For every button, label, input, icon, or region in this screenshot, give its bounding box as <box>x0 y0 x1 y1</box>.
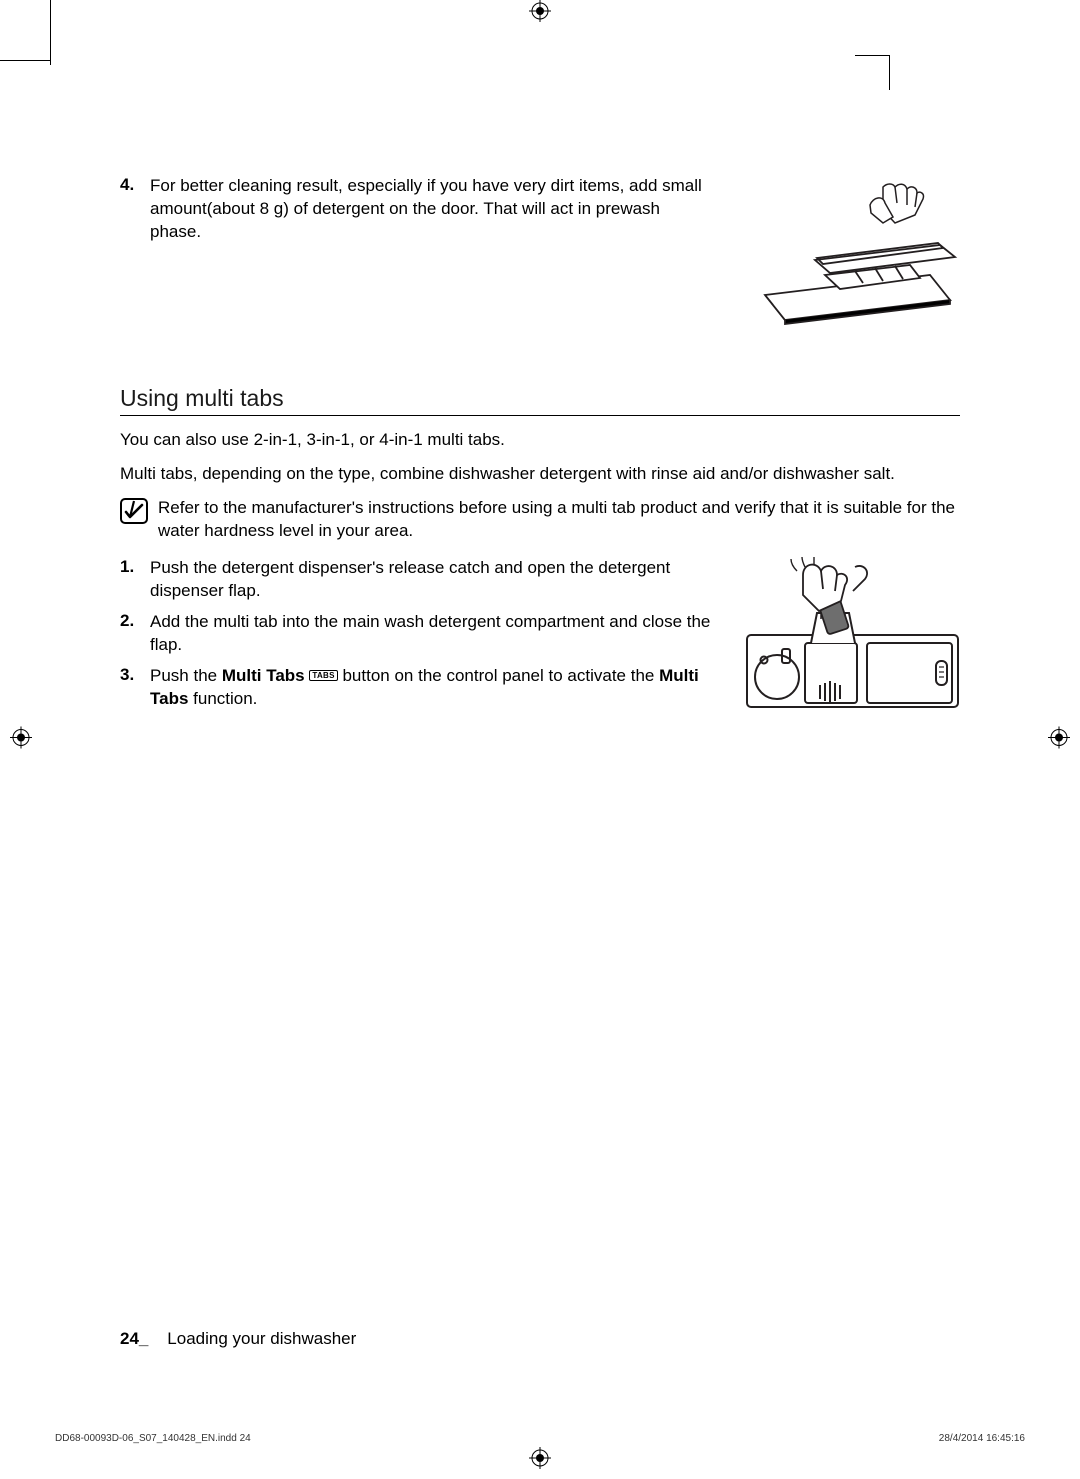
steps-row: 1. Push the detergent dispenser's releas… <box>120 557 960 719</box>
step-number: 2. <box>120 611 138 657</box>
step-item: 1. Push the detergent dispenser's releas… <box>120 557 715 603</box>
step-number: 3. <box>120 665 138 711</box>
step3-pre: Push the <box>150 666 222 685</box>
intro-paragraph-2: Multi tabs, depending on the type, combi… <box>120 462 960 486</box>
step-item: 3. Push the Multi Tabs TABS button on th… <box>120 665 715 711</box>
step-number: 4. <box>120 175 138 325</box>
dispenser-figure <box>745 557 960 712</box>
intro-paragraph-1: You can also use 2-in-1, 3-in-1, or 4-in… <box>120 428 960 452</box>
note-row: Refer to the manufacturer's instructions… <box>120 496 960 544</box>
step-body: Push the Multi Tabs TABS button on the c… <box>150 665 715 711</box>
registration-mark-icon <box>529 0 551 27</box>
step-number: 1. <box>120 557 138 603</box>
note-text: Refer to the manufacturer's instructions… <box>158 496 960 544</box>
print-timestamp: 28/4/2014 16:45:16 <box>939 1433 1025 1444</box>
step-body: Add the multi tab into the main wash det… <box>150 611 715 657</box>
step-body: Push the detergent dispenser's release c… <box>150 557 715 603</box>
step-item: 2. Add the multi tab into the main wash … <box>120 611 715 657</box>
tabs-button-icon: TABS <box>309 670 337 682</box>
registration-mark-icon <box>1048 726 1070 753</box>
step3-mid: button on the control panel to activate … <box>338 666 659 685</box>
chapter-title: Loading your dishwasher <box>167 1329 356 1348</box>
page-footer: 24_ Loading your dishwasher <box>120 1329 356 1349</box>
page-content: 4. For better cleaning result, especiall… <box>120 175 960 719</box>
step3-bold1: Multi Tabs <box>222 666 305 685</box>
crop-mark <box>50 0 60 65</box>
crop-mark <box>855 55 890 90</box>
step-4-row: 4. For better cleaning result, especiall… <box>120 175 960 325</box>
page-number: 24_ <box>120 1329 148 1348</box>
step3-post: function. <box>188 689 257 708</box>
steps-list: 1. Push the detergent dispenser's releas… <box>120 557 715 719</box>
step-body: For better cleaning result, especially i… <box>150 175 715 325</box>
note-icon <box>120 498 148 524</box>
step-4-text: 4. For better cleaning result, especiall… <box>120 175 715 325</box>
detergent-door-figure <box>745 175 960 325</box>
registration-mark-icon <box>529 1447 551 1474</box>
section-heading: Using multi tabs <box>120 385 960 416</box>
print-job-footer: DD68-00093D-06_S07_140428_EN.indd 24 28/… <box>55 1433 1025 1444</box>
print-file-name: DD68-00093D-06_S07_140428_EN.indd 24 <box>55 1433 251 1444</box>
registration-mark-icon <box>10 726 32 753</box>
crop-mark <box>0 60 50 61</box>
